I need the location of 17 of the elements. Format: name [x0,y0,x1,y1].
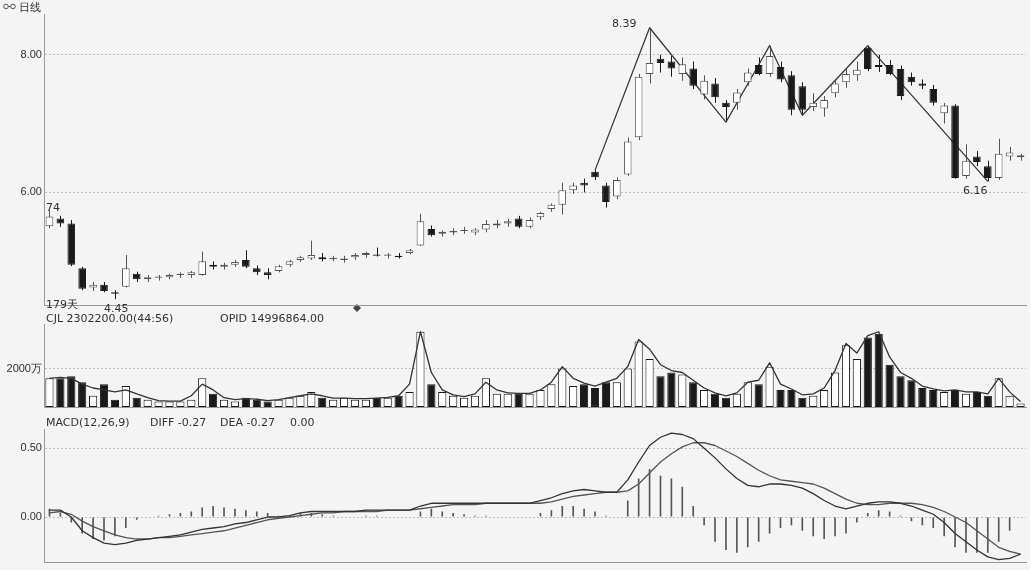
text: DIFF -0.27 [150,416,207,429]
annotation: 8.39 [612,17,637,30]
y-tick-label: 8.00 [20,47,42,60]
annotation: 74 [46,201,60,214]
text: DEA -0.27 [220,416,275,429]
y-tick-label: 0.00 [20,510,42,523]
y-tick-label: 0.50 [20,441,42,454]
annotation: 6.16 [963,184,988,197]
text: MACD(12,26,9) [46,416,130,429]
annotation: OPID 14996864.00 [220,312,324,325]
annotation: 179天 [46,298,78,311]
chart-title: 日线 [19,1,41,14]
annotation: CJL 2302200.00(44:56) [46,312,174,325]
y-tick-label: 2000万 [6,361,42,374]
text: 0.00 [290,416,315,429]
y-tick-label: 6.00 [20,185,42,198]
annotation: 4.45 [104,302,129,315]
